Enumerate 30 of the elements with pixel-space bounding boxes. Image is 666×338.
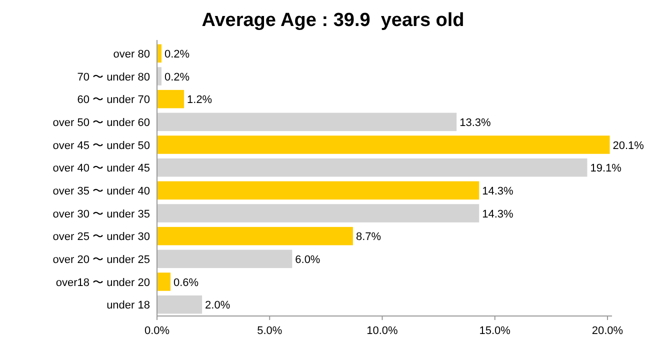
y-tick-label: over 50 〜 under 60 xyxy=(52,116,150,129)
data-label: 8.7% xyxy=(356,231,382,244)
data-label: 0.2% xyxy=(164,71,190,84)
y-tick-label: under 18 xyxy=(106,300,150,312)
data-label: 13.3% xyxy=(460,116,491,129)
x-tick-label: 10.0% xyxy=(366,325,398,337)
y-tick-label: over 20 〜 under 25 xyxy=(52,254,150,266)
y-tick-label: over 35 〜 under 40 xyxy=(52,185,150,198)
y-tick-label: 60 〜 under 70 xyxy=(77,94,150,106)
data-label: 14.3% xyxy=(482,185,514,198)
data-label: 0.2% xyxy=(164,48,190,60)
data-label: 19.1% xyxy=(590,162,622,175)
data-label: 1.2% xyxy=(187,94,212,106)
y-tick-label: over 25 〜 under 30 xyxy=(52,231,150,244)
y-tick-label: 70 〜 under 80 xyxy=(77,71,150,84)
y-tick-label: over18 〜 under 20 xyxy=(56,276,150,289)
data-label: 0.6% xyxy=(174,276,199,289)
x-tick-label: 5.0% xyxy=(257,325,282,337)
y-tick-label: over 45 〜 under 50 xyxy=(52,140,150,152)
chart-title: Average Age : 39.9 years old xyxy=(202,10,464,31)
data-label: 20.1% xyxy=(612,140,644,152)
data-label: 6.0% xyxy=(295,254,320,266)
x-tick-label: 15.0% xyxy=(479,325,511,337)
x-tick-label: 0.0% xyxy=(144,325,170,337)
x-tick-label: 20.0% xyxy=(592,325,624,337)
y-tick-label: over 80 xyxy=(113,48,150,60)
data-label: 2.0% xyxy=(205,300,230,312)
y-tick-label: over 30 〜 under 35 xyxy=(52,208,150,220)
data-label: 14.3% xyxy=(482,208,514,220)
y-tick-label: over 40 〜 under 45 xyxy=(52,162,150,175)
